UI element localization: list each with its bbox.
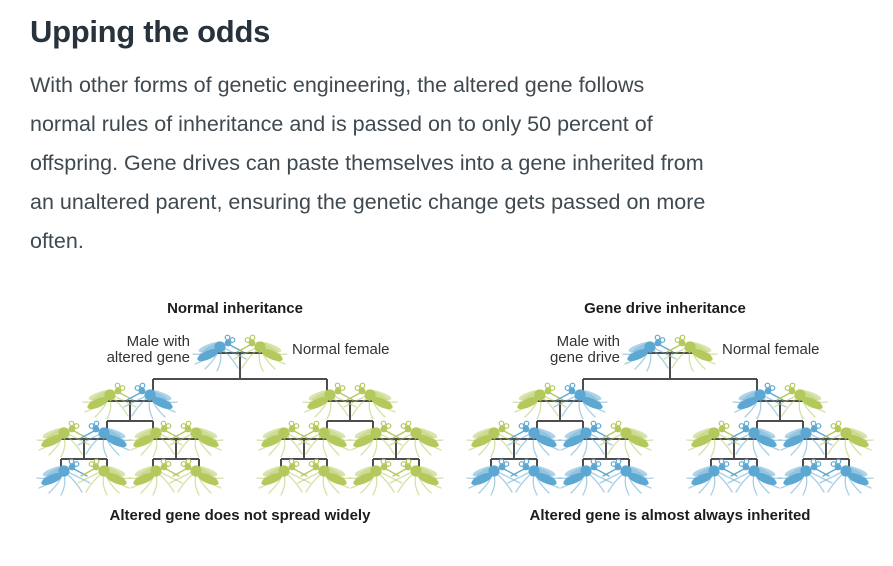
mosquito-icon (686, 420, 741, 458)
mosquito-icon (819, 420, 874, 458)
mosquito-icon (466, 420, 521, 458)
mosquito-icon (128, 458, 183, 496)
male-parent-label-line1: Male with (557, 333, 620, 350)
mosquito-icon (77, 420, 132, 458)
mosquito-icon (622, 334, 677, 372)
female-parent-label: Normal female (292, 341, 390, 358)
mosquito-icon (128, 420, 183, 458)
female-parent-label: Normal female (722, 341, 820, 358)
mosquito-icon (686, 458, 741, 496)
diagram-title: Normal inheritance (167, 300, 303, 317)
diagram-caption: Altered gene does not spread widely (110, 507, 372, 524)
family-tree-lines (490, 352, 850, 471)
mosquito-icon (169, 420, 224, 458)
page-title: Upping the odds (30, 14, 271, 49)
mosquito-icon (36, 458, 91, 496)
mosquito-icon (82, 382, 137, 420)
mosquito-icon (512, 382, 567, 420)
mosquito-icon (778, 420, 833, 458)
inheritance-diagrams: Normal inheritance Male with altered gen… (30, 295, 874, 530)
mosquito-icon (553, 382, 608, 420)
mosquito-icon (558, 420, 613, 458)
normal-inheritance-figure: Normal inheritance Male with altered gen… (30, 295, 450, 530)
normal-inheritance-diagram: Normal inheritance Male with altered gen… (36, 300, 444, 524)
mosquito-icon (778, 458, 833, 496)
mosquito-icon (599, 458, 654, 496)
mosquito-icon (558, 458, 613, 496)
mosquito-icon (727, 458, 782, 496)
mosquito-icon (343, 382, 398, 420)
diagram-caption: Altered gene is almost always inherited (530, 507, 811, 524)
mosquito-icon (77, 458, 132, 496)
mosquito-icon (389, 420, 444, 458)
mosquito-icon (256, 458, 311, 496)
mosquito-icon (819, 458, 874, 496)
mosquito-icon (302, 382, 357, 420)
gene-drive-inheritance-diagram: Gene drive inheritance Male with gene dr… (466, 300, 874, 524)
mosquito-icon (732, 382, 787, 420)
mosquito-icon (466, 458, 521, 496)
mosquito-icon (507, 420, 562, 458)
male-parent-label-line2: altered gene (107, 349, 190, 366)
mosquito-icon (507, 458, 562, 496)
mosquito-icon (36, 420, 91, 458)
mosquito-icon (192, 334, 247, 372)
mosquito-icon (256, 420, 311, 458)
mosquito-icon (727, 420, 782, 458)
mosquitoes (36, 334, 444, 496)
male-parent-label-line2: gene drive (550, 349, 620, 366)
mosquito-icon (599, 420, 654, 458)
male-parent-label-line1: Male with (127, 333, 190, 350)
mosquito-icon (233, 334, 288, 372)
mosquito-icon (123, 382, 178, 420)
diagram-title: Gene drive inheritance (584, 300, 746, 317)
mosquito-icon (773, 382, 828, 420)
article-paragraph: With other forms of genetic engineering,… (30, 73, 706, 253)
mosquito-icon (348, 458, 403, 496)
gene-drive-inheritance-figure: Gene drive inheritance Male with gene dr… (460, 295, 880, 530)
mosquito-icon (297, 458, 352, 496)
mosquito-icon (389, 458, 444, 496)
mosquito-icon (348, 420, 403, 458)
family-tree-lines (60, 352, 420, 471)
mosquito-icon (663, 334, 718, 372)
mosquitoes (466, 334, 874, 496)
mosquito-icon (169, 458, 224, 496)
